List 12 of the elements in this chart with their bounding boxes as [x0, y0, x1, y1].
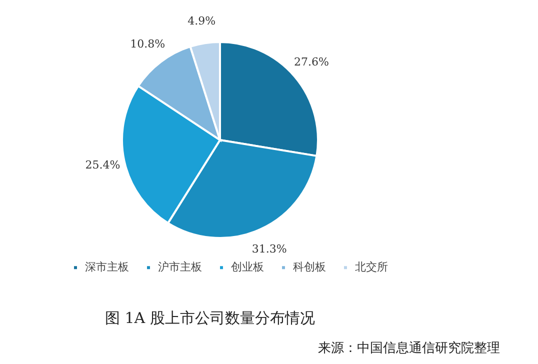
text: 图 1A 股上市公司数量分布情况 — [105, 309, 315, 327]
legend-label: 北交所 — [355, 260, 388, 274]
data-label: 31.3% — [252, 242, 287, 256]
legend-label: 创业板 — [231, 260, 264, 274]
data-label: 4.9% — [188, 14, 216, 28]
data-label: 10.8% — [130, 37, 166, 50]
source-note: 来源：中国信息通信研究院整理 — [318, 341, 500, 356]
legend-label: 深市主板 — [85, 260, 129, 274]
data-label: 27.6% — [294, 55, 329, 68]
legend-label: 科创板 — [293, 260, 326, 274]
data-label: 25.4% — [85, 158, 120, 172]
legend-label: 沪市主板 — [158, 260, 202, 274]
